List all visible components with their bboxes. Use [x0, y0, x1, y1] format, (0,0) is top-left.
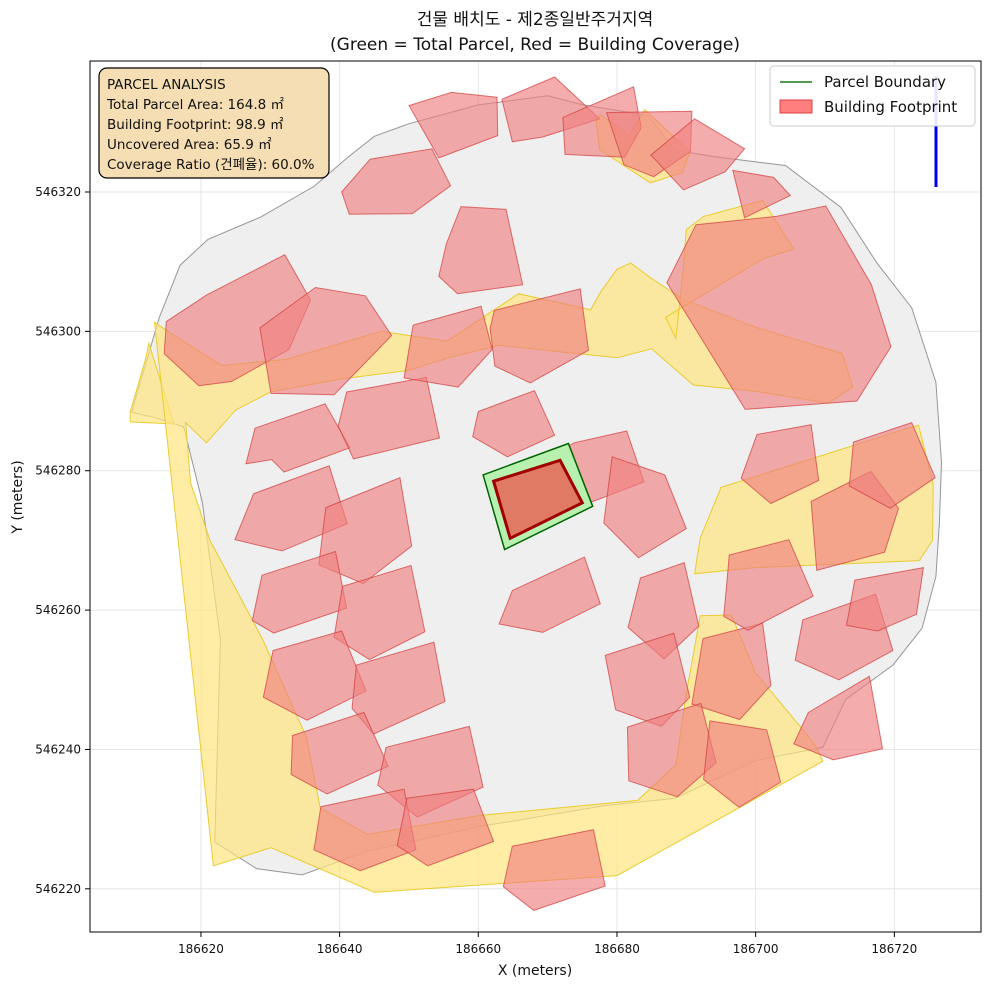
- legend-frame: [769, 65, 976, 127]
- building-footprint: [251, 550, 348, 634]
- y-axis-ticks: 546220 546240 546260 546280 546300 546320: [35, 185, 90, 896]
- plot-area: [89, 60, 982, 933]
- y-tick-label: 546240: [35, 742, 81, 756]
- legend: Parcel Boundary Building Footprint: [769, 65, 976, 127]
- building-footprint: [245, 403, 351, 473]
- building-footprint: [290, 711, 389, 795]
- building-footprint: [703, 720, 782, 808]
- info-line-coverage: Coverage Ratio (건폐율): 60.0%: [107, 157, 315, 173]
- x-axis-ticks: 186620 186640 186660 186680 186700 186720: [178, 932, 917, 956]
- y-tick-label: 546320: [35, 185, 81, 199]
- building-footprint: [333, 564, 426, 661]
- building-footprints: [163, 76, 936, 911]
- building-footprint: [341, 148, 452, 215]
- x-axis-label: X (meters): [498, 963, 572, 979]
- building-footprint: [403, 305, 493, 388]
- plot-frame: [89, 60, 982, 933]
- info-line-heading: PARCEL ANALYSIS: [107, 77, 226, 93]
- building-footprint: [603, 456, 687, 559]
- legend-building-label: Building Footprint: [824, 98, 957, 116]
- parcel-analysis-box: PARCEL ANALYSIS Total Parcel Area: 164.8…: [98, 67, 330, 179]
- building-footprint: [793, 675, 884, 761]
- info-line-footprint: Building Footprint: 98.9 ㎡: [107, 117, 284, 133]
- building-footprint: [666, 205, 892, 410]
- building-footprint: [627, 562, 700, 660]
- building-footprint: [472, 389, 556, 458]
- building-footprint: [313, 788, 417, 872]
- building-footprint: [650, 118, 746, 191]
- legend-building-swatch: [779, 99, 813, 114]
- building-footprint: [318, 477, 413, 585]
- info-line-uncovered: Uncovered Area: 65.9 ㎡: [107, 137, 272, 153]
- building-footprint: [234, 465, 348, 552]
- target-parcel-group: [482, 442, 594, 551]
- target-building: [491, 458, 585, 541]
- building-footprint: [396, 788, 495, 867]
- building-footprint: [262, 630, 367, 721]
- x-tick-label: 186620: [178, 942, 224, 956]
- building-footprint: [438, 206, 524, 295]
- building-footprint: [845, 566, 924, 632]
- y-tick-label: 546220: [35, 882, 81, 896]
- info-line-total-area: Total Parcel Area: 164.8 ㎡: [106, 97, 284, 113]
- legend-parcel-label: Parcel Boundary: [824, 73, 946, 91]
- building-footprint: [626, 702, 717, 798]
- x-tick-label: 186660: [455, 942, 501, 956]
- chart-title-line1: 건물 배치도 - 제2종일반주거지역: [417, 10, 653, 30]
- x-tick-label: 186720: [871, 942, 917, 956]
- y-tick-label: 546300: [35, 324, 81, 338]
- building-footprint: [489, 288, 590, 384]
- building-footprint: [723, 539, 814, 631]
- chart-title-line2: (Green = Total Parcel, Red = Building Co…: [330, 35, 740, 55]
- x-tick-label: 186640: [317, 942, 363, 956]
- y-axis-label: Y (meters): [10, 460, 26, 534]
- info-box-frame: [98, 67, 330, 179]
- x-tick-label: 186680: [594, 942, 640, 956]
- building-footprint: [408, 91, 499, 159]
- building-footprint: [848, 421, 936, 509]
- y-tick-label: 546260: [35, 603, 81, 617]
- building-footprint: [740, 424, 820, 505]
- building-footprint: [502, 829, 606, 911]
- building-footprint: [732, 169, 792, 219]
- building-footprint: [259, 286, 393, 396]
- x-tick-label: 186700: [733, 942, 779, 956]
- y-tick-label: 546280: [35, 464, 81, 478]
- building-footprint: [498, 556, 601, 633]
- building-footprint: [351, 641, 446, 735]
